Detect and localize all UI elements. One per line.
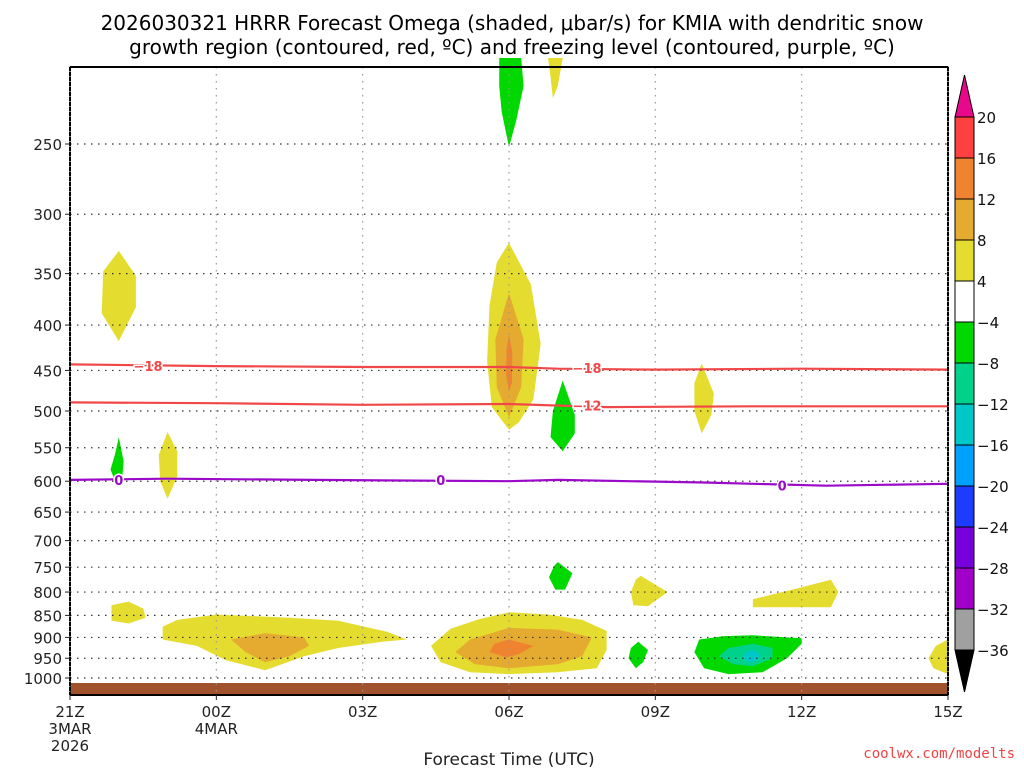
- y-tick-label: 750: [33, 559, 62, 577]
- x-tick-label: 21Z: [55, 703, 84, 721]
- colorbar-swatch: [954, 526, 975, 569]
- temperature-contours: −18 −18 −12 0 0 0: [69, 359, 949, 496]
- y-tick-label: 450: [33, 362, 62, 380]
- omega-area-4-8: [694, 363, 714, 434]
- colorbar-swatch: [954, 321, 975, 364]
- colorbar-swatch: [954, 116, 975, 159]
- colorbar-tick-label: −4: [977, 314, 999, 332]
- y-tick-label: 950: [33, 650, 62, 668]
- x-tick-label: 15Z: [933, 703, 962, 721]
- colorbar-tick-label: 4: [977, 273, 987, 291]
- contour-line: [69, 401, 948, 409]
- y-tick-label: 550: [33, 440, 62, 458]
- colorbar-swatch: [954, 444, 975, 487]
- x-tick-label: 00Z: [202, 703, 231, 721]
- colorbar-tick-label: −28: [977, 560, 1009, 578]
- colorbar-tick-label: −16: [977, 437, 1009, 455]
- y-tick-label: 1000: [24, 670, 62, 688]
- chart-title-line-1: 2026030321 HRRR Forecast Omega (shaded, …: [101, 11, 924, 35]
- x-tick-label: 09Z: [641, 703, 670, 721]
- colorbar-tick-label: 8: [977, 232, 987, 250]
- colorbar-swatch: [954, 567, 975, 610]
- contour-label: −18: [573, 362, 602, 377]
- omega-area-neg4-8: [549, 562, 573, 590]
- colorbar-max-extend-arrow: [954, 74, 975, 118]
- credit-link[interactable]: coolwx.com/modelts: [863, 746, 1015, 762]
- colorbar-swatch: [954, 485, 975, 528]
- colorbar-tick-label: −32: [977, 601, 1009, 619]
- x-tick-label: 03Z: [348, 703, 377, 721]
- y-tick-label: 600: [33, 473, 62, 491]
- colorbar-min-extend-arrow: [954, 649, 975, 693]
- y-tick-label: 300: [33, 206, 62, 224]
- omega-area-4-8: [158, 432, 178, 499]
- omega-area-12-16: [489, 639, 534, 658]
- colorbar-swatch: [954, 239, 975, 282]
- x-axis-label: Forecast Time (UTC): [423, 750, 594, 768]
- colorbar-swatch: [954, 608, 975, 651]
- y-tick-label: 850: [33, 607, 62, 625]
- contour-line: [69, 477, 949, 487]
- colorbar-tick-label: −8: [977, 355, 999, 373]
- colorbar-swatch: [954, 157, 975, 200]
- colorbar-tick-label: 20: [977, 109, 996, 127]
- y-tick-label: 900: [33, 629, 62, 647]
- omega-area-neg4-8: [110, 437, 124, 485]
- omega-area-12-16: [506, 334, 513, 392]
- contour-label: −18: [134, 360, 163, 375]
- omega-area-neg4-8: [628, 641, 648, 669]
- omega-area-4-8: [752, 579, 839, 608]
- omega-area-neg4-8: [499, 58, 524, 148]
- colorbar-swatch: [954, 198, 975, 241]
- contour-label: 0: [436, 474, 445, 489]
- omega-area-neg4-8: [550, 380, 575, 452]
- x-tick-label: 3MAR: [48, 720, 91, 738]
- contour-label: −12: [573, 400, 602, 415]
- omega-area-4-8: [630, 575, 668, 607]
- ground-surface: [70, 683, 948, 695]
- y-tick-label: 250: [33, 136, 62, 154]
- colorbar-tick-label: −24: [977, 519, 1009, 537]
- colorbar-tick-label: −36: [977, 642, 1009, 660]
- y-tick-label: 350: [33, 266, 62, 284]
- x-tick-label: 2026: [51, 737, 89, 755]
- y-tick-label: 650: [33, 504, 62, 522]
- x-tick-label: 4MAR: [195, 720, 238, 738]
- contour-line: [69, 363, 949, 371]
- chart-title-line-2: growth region (contoured, red, ºC) and f…: [129, 35, 895, 59]
- colorbar-tick-label: −12: [977, 396, 1009, 414]
- colorbar-tick-label: 12: [977, 191, 996, 209]
- axes: 250 300 350 400 450 500 550 600 650 700 750 800 850 9…: [24, 66, 963, 755]
- contour-label: 0: [778, 480, 787, 495]
- colorbar-tick-label: −20: [977, 478, 1009, 496]
- omega-area-8-12: [231, 633, 309, 663]
- colorbar-swatch: [954, 362, 975, 405]
- y-tick-label: 800: [33, 584, 62, 602]
- colorbar-swatch: [954, 280, 975, 323]
- colorbar-tick-label: 16: [977, 150, 996, 168]
- y-tick-label: 500: [33, 403, 62, 421]
- colorbar-swatch: [954, 403, 975, 446]
- colorbar: 20 16 12 8 4 −4 −8 −12 −16 −20 −24 −28 −32 −36: [954, 74, 1009, 693]
- y-tick-label: 700: [33, 533, 62, 551]
- omega-area-4-8: [928, 639, 948, 675]
- omega-area-4-8: [548, 58, 563, 99]
- omega-area-4-8: [111, 601, 146, 624]
- contour-label: 0: [114, 474, 123, 489]
- x-tick-label: 06Z: [494, 703, 523, 721]
- y-tick-label: 400: [33, 317, 62, 335]
- plot-area: [70, 58, 948, 695]
- x-tick-label: 12Z: [787, 703, 816, 721]
- omega-area-neg12-16: [743, 650, 761, 664]
